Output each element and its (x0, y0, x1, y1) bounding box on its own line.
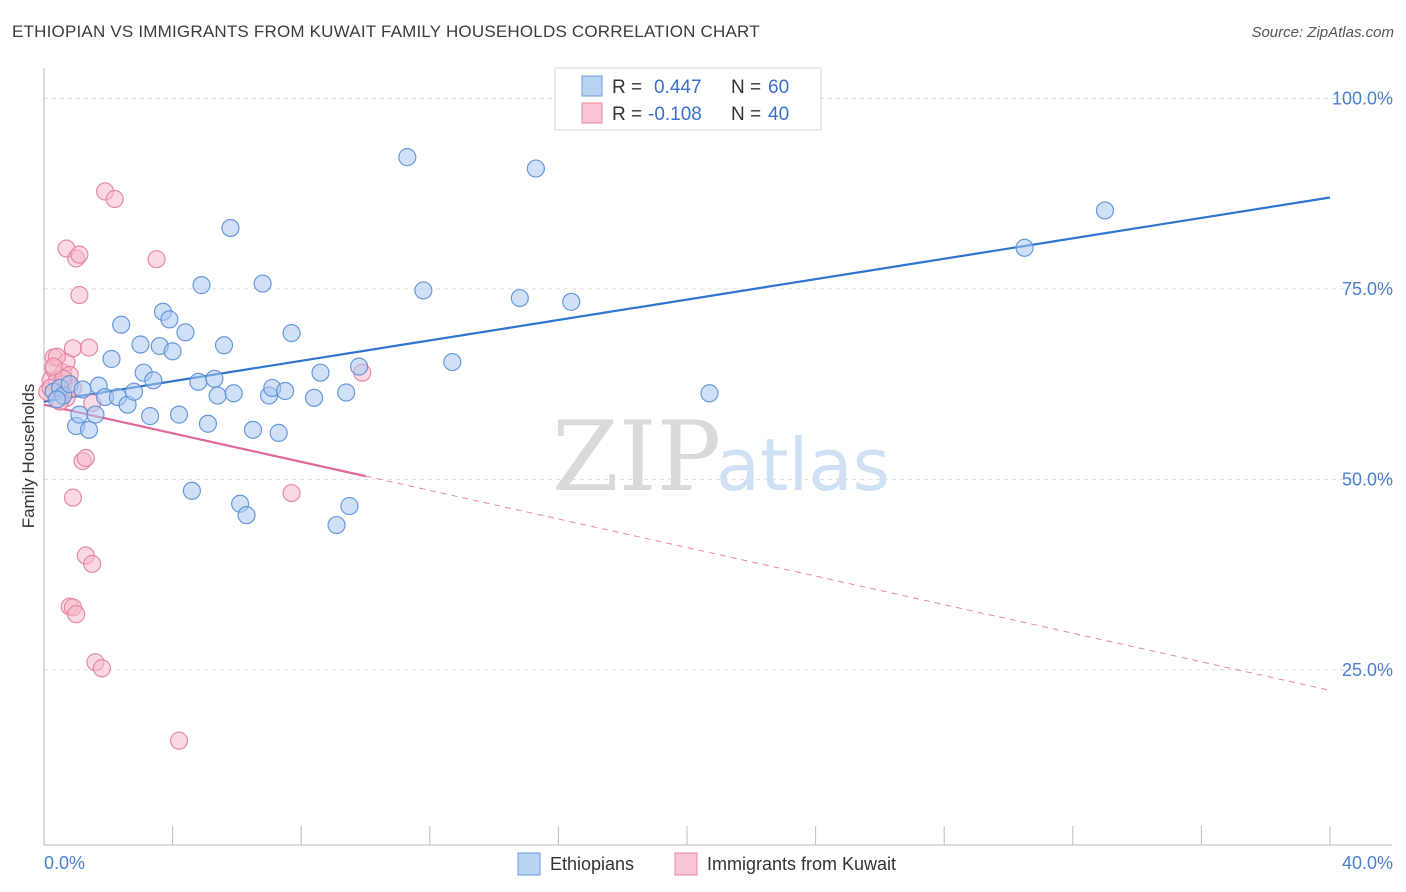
point-ethiopians-23 (169, 405, 189, 424)
point-ethiopians-25 (182, 481, 201, 500)
point-kuwait-21 (79, 338, 99, 357)
point-ethiopians-27 (192, 276, 211, 295)
legend-n-value-1: 60 (768, 77, 789, 98)
point-ethiopians-40 (269, 423, 288, 442)
point-kuwait-19 (76, 448, 95, 468)
y-tick-labels: 100.0% 75.0% 50.0% 25.0% (1332, 88, 1393, 679)
point-kuwait-13 (63, 339, 83, 358)
stats-legend: R = 0.447 N = 60 R = -0.108 N = 40 (554, 67, 822, 131)
point-kuwait-17 (70, 285, 89, 305)
point-kuwait-32 (282, 483, 301, 503)
legend-n-value-2: 40 (768, 104, 789, 125)
point-ethiopians-32 (221, 218, 240, 238)
point-ethiopians-29 (205, 369, 224, 388)
chart-source: Source: ZipAtlas.com (1251, 24, 1394, 41)
point-ethiopians-33 (224, 384, 243, 403)
point-ethiopians-53 (526, 159, 545, 178)
bottom-legend: Ethiopians Immigrants from Kuwait (517, 852, 896, 876)
point-ethiopians-54 (562, 292, 581, 311)
point-ethiopians-42 (282, 323, 301, 343)
point-ethiopians-21 (160, 310, 179, 329)
point-ethiopians-47 (340, 496, 359, 516)
watermark-zip: ZIP (552, 401, 721, 513)
x-tick-label-left: 0.0% (44, 853, 85, 873)
point-ethiopians-35 (237, 506, 256, 525)
gridlines (44, 97, 1392, 671)
point-ethiopians-44 (311, 363, 330, 382)
legend-r-label-2: R = (612, 104, 642, 125)
point-ethiopians-7 (86, 405, 105, 424)
point-kuwait-29 (67, 605, 86, 624)
point-ethiopians-48 (349, 357, 369, 376)
point-ethiopians-5 (70, 405, 89, 424)
trend-line-0 (43, 196, 1331, 403)
trend-line-dashed-1 (365, 475, 1331, 691)
bottom-legend-ethiopians: Ethiopians (550, 854, 634, 874)
point-ethiopians-56 (1015, 238, 1034, 257)
point-kuwait-16 (70, 245, 89, 264)
point-ethiopians-26 (189, 372, 208, 391)
axes (43, 68, 1392, 846)
point-ethiopians-50 (414, 281, 433, 300)
legend-swatch-kuwait (581, 102, 603, 124)
point-ethiopians-55 (700, 384, 719, 403)
point-kuwait-39 (44, 357, 63, 376)
point-kuwait-22 (83, 554, 102, 574)
point-ethiopians-58 (47, 390, 66, 409)
point-ethiopians-10 (102, 349, 121, 369)
legend-r-label-1: R = (612, 77, 642, 98)
watermark-atlas: atlas (716, 423, 890, 507)
point-ethiopians-30 (208, 386, 227, 405)
legend-swatch-ethiopians (581, 75, 603, 97)
point-ethiopians-52 (510, 288, 529, 308)
chart-title: ETHIOPIAN VS IMMIGRANTS FROM KUWAIT FAMI… (12, 22, 760, 41)
legend-n-label-1: N = (731, 77, 761, 98)
point-ethiopians-57 (1095, 201, 1115, 220)
y-axis-title: Family Households (19, 384, 38, 529)
legend-r-value-2: -0.108 (648, 104, 702, 125)
point-ethiopians-14 (124, 382, 144, 401)
point-kuwait-24 (92, 659, 111, 678)
point-ethiopians-22 (163, 342, 182, 361)
y-tick-label-50: 50.0% (1342, 469, 1393, 489)
point-ethiopians-45 (327, 515, 346, 535)
y-tick-label-25: 25.0% (1342, 660, 1393, 680)
point-ethiopians-18 (144, 371, 163, 390)
point-kuwait-14 (63, 488, 83, 507)
point-ethiopians-43 (304, 388, 324, 407)
y-tick-label-75: 75.0% (1342, 279, 1393, 299)
point-kuwait-26 (105, 189, 124, 209)
bottom-legend-kuwait: Immigrants from Kuwait (707, 854, 896, 874)
point-ethiopians-36 (243, 420, 263, 439)
point-ethiopians-24 (176, 323, 195, 342)
point-ethiopians-49 (398, 148, 417, 167)
point-ethiopians-12 (112, 315, 131, 334)
legend-r-value-1: 0.447 (654, 77, 702, 98)
point-ethiopians-6 (79, 420, 99, 439)
legend-n-label-2: N = (731, 104, 761, 125)
x-tick-label-right: 40.0% (1342, 853, 1393, 873)
watermark: ZIP atlas (552, 401, 890, 513)
bottom-legend-swatch-ethiopians (517, 852, 541, 876)
point-ethiopians-15 (131, 335, 150, 354)
point-ethiopians-59 (73, 380, 92, 399)
point-ethiopians-46 (337, 383, 356, 402)
y-tick-label-100: 100.0% (1332, 88, 1393, 108)
point-ethiopians-37 (253, 274, 272, 293)
point-kuwait-30 (147, 250, 166, 269)
point-ethiopians-28 (198, 414, 218, 433)
point-ethiopians-17 (140, 407, 160, 426)
series-ethiopians (44, 148, 1115, 535)
point-ethiopians-31 (214, 336, 234, 355)
x-ticks (43, 826, 1331, 845)
bottom-legend-swatch-kuwait (674, 852, 698, 876)
point-ethiopians-41 (276, 381, 295, 401)
point-ethiopians-51 (443, 352, 462, 372)
point-kuwait-31 (169, 731, 189, 750)
